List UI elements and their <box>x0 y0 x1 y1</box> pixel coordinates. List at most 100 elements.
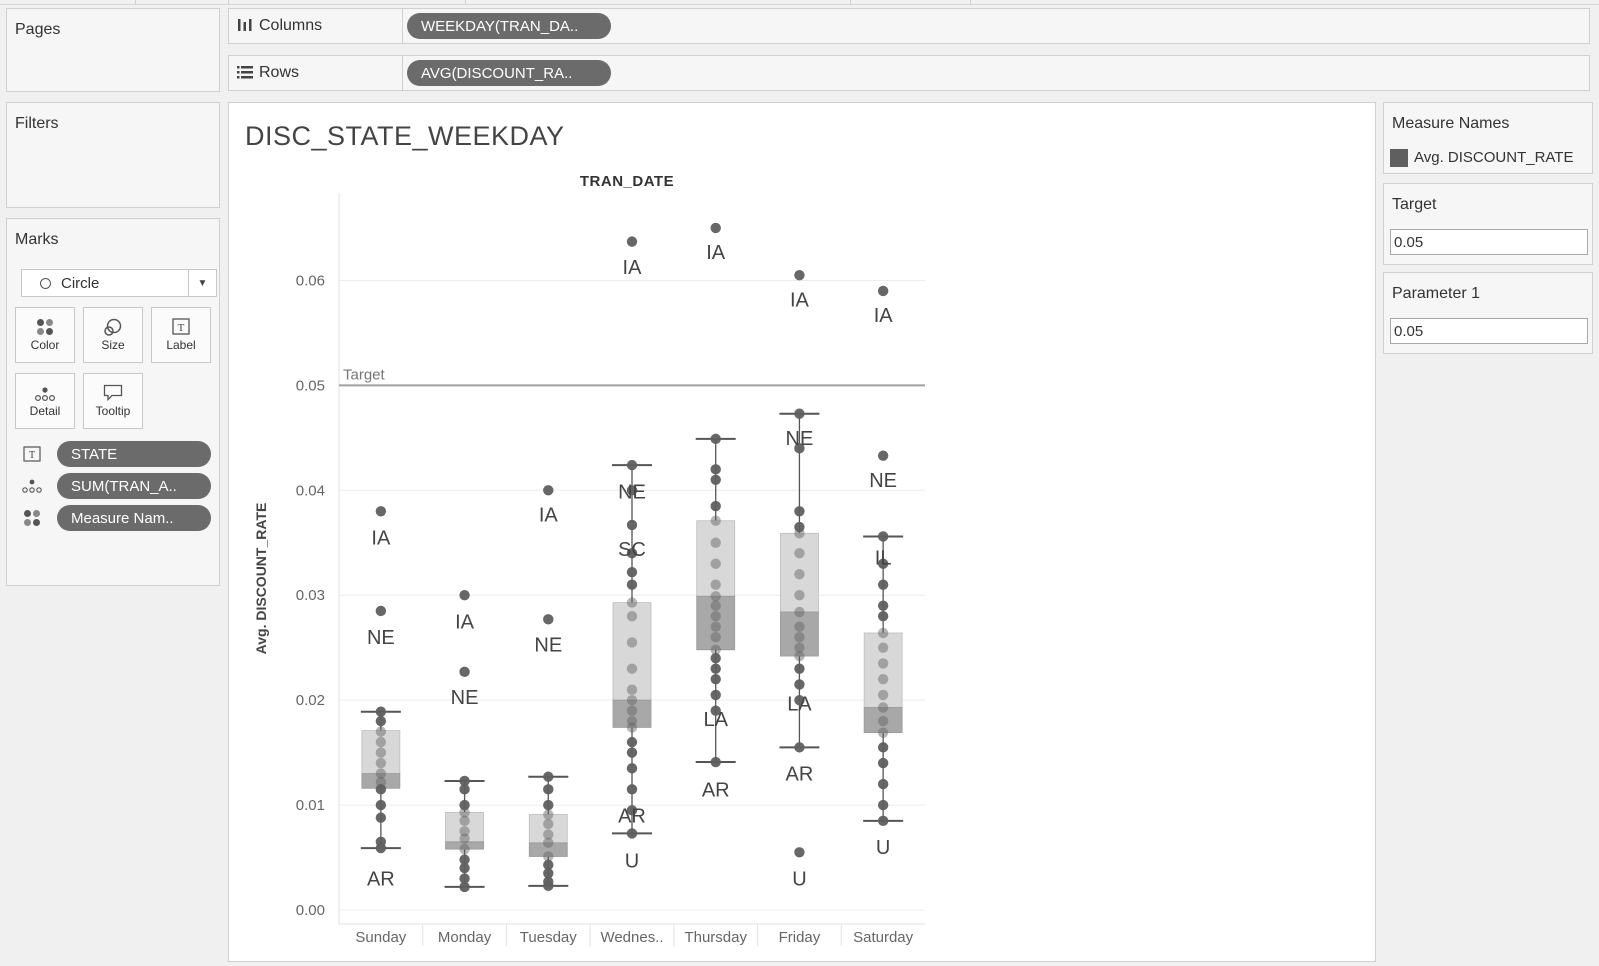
data-point <box>626 548 638 559</box>
parameter-1-title: Parameter 1 <box>1392 285 1481 302</box>
x-tick-label: Sunday <box>355 929 406 946</box>
box-lower-half <box>612 699 652 728</box>
box-upper-half <box>863 632 903 708</box>
data-point <box>877 600 889 611</box>
data-point <box>877 579 889 590</box>
data-point <box>459 873 470 884</box>
data-point <box>877 658 889 669</box>
marks-pill-sum-tran[interactable]: SUM(TRAN_A.. <box>57 473 211 499</box>
state-label: AR <box>618 806 646 828</box>
data-point <box>710 222 721 234</box>
data-point <box>877 742 889 753</box>
data-point <box>459 775 470 787</box>
box-plot-chart: 0.00 0.01 0.02 0.03 0.04 0.05 0.06 Avg. DISCOUN… <box>253 193 925 946</box>
data-point <box>710 631 721 643</box>
rows-icon <box>237 65 259 82</box>
rows-shelf-label: Rows <box>229 56 403 90</box>
columns-shelf[interactable]: Columns WEEKDAY(TRAN_DA.. <box>228 8 1590 44</box>
data-point <box>543 771 554 782</box>
data-point <box>459 666 470 678</box>
data-point <box>877 715 889 727</box>
size-button[interactable]: Size <box>83 307 143 363</box>
state-label: AR <box>786 764 814 786</box>
data-point <box>794 506 805 517</box>
data-point <box>794 694 805 706</box>
data-point <box>459 826 470 837</box>
x-tick-label: Saturday <box>853 929 914 946</box>
box-upper-half <box>696 520 736 597</box>
color-button[interactable]: Color <box>15 307 75 363</box>
y-tick-label: 0.04 <box>296 482 325 499</box>
data-point <box>375 736 387 748</box>
data-point <box>375 706 387 717</box>
y-tick-label: 0.02 <box>296 692 325 709</box>
data-point <box>710 537 721 548</box>
filters-card[interactable]: Filters <box>6 102 220 208</box>
box-lower-half <box>696 595 736 651</box>
box-lower-half <box>780 611 819 657</box>
data-point <box>710 515 721 526</box>
measure-names-legend[interactable]: Measure Names Avg. DISCOUNT_RATE <box>1383 102 1593 174</box>
x-tick-label: Thursday <box>684 929 747 946</box>
data-point <box>877 778 889 790</box>
data-point <box>794 642 805 653</box>
pages-card[interactable]: Pages <box>6 8 220 92</box>
color-button-label: Color <box>30 338 60 352</box>
data-point <box>877 727 889 738</box>
parameter-1-input[interactable] <box>1390 318 1588 344</box>
data-point <box>710 621 721 632</box>
label-button[interactable]: T Label <box>151 307 211 363</box>
size-icon <box>84 308 142 338</box>
data-point <box>794 679 805 690</box>
chevron-down-icon[interactable]: ▼ <box>188 270 216 296</box>
data-point <box>877 285 889 297</box>
mark-type-dropdown[interactable]: Circle ▼ <box>21 269 217 297</box>
data-point <box>459 854 470 865</box>
legend-title: Measure Names <box>1392 115 1510 132</box>
data-point <box>794 590 805 601</box>
data-point <box>877 673 889 685</box>
data-point <box>375 799 387 811</box>
marks-pill-measure-row: Measure Nam.. <box>21 505 217 531</box>
data-point <box>375 605 387 617</box>
marks-pill-measure-names[interactable]: Measure Nam.. <box>57 505 211 531</box>
rows-pill[interactable]: AVG(DISCOUNT_RA.. <box>407 60 611 86</box>
detail-icon <box>16 374 74 404</box>
columns-pill[interactable]: WEEKDAY(TRAN_DA.. <box>407 13 611 39</box>
data-point <box>543 829 554 840</box>
data-point <box>626 763 638 774</box>
state-label: AR <box>367 869 395 891</box>
data-point <box>794 569 805 580</box>
svg-text:T: T <box>29 450 35 461</box>
data-point <box>626 519 638 531</box>
data-point <box>375 726 387 737</box>
data-point <box>626 705 638 716</box>
data-point <box>794 663 805 674</box>
data-point <box>794 742 805 753</box>
data-point <box>626 694 638 706</box>
x-tick-label: Monday <box>438 929 492 946</box>
rows-shelf[interactable]: Rows AVG(DISCOUNT_RA.. <box>228 55 1590 91</box>
tooltip-button-label: Tooltip <box>95 404 131 418</box>
data-point <box>626 597 638 608</box>
data-point <box>543 837 554 849</box>
state-label: LA <box>703 709 728 731</box>
detail-button-label: Detail <box>29 404 61 418</box>
target-parameter-card: Target <box>1383 183 1593 265</box>
state-label: U <box>876 837 890 859</box>
tooltip-button[interactable]: Tooltip <box>83 373 143 429</box>
data-point <box>626 611 638 622</box>
target-parameter-input[interactable] <box>1390 229 1588 255</box>
state-label: IA <box>623 257 643 279</box>
state-label: IA <box>874 305 894 327</box>
data-point <box>710 689 721 701</box>
columns-icon <box>237 18 259 35</box>
marks-pill-state[interactable]: STATE <box>57 441 211 467</box>
box-upper-half <box>361 730 401 774</box>
data-point <box>877 642 889 653</box>
marks-pill-sum-row: SUM(TRAN_A.. <box>21 473 217 499</box>
data-point <box>877 627 889 639</box>
data-point <box>794 408 805 419</box>
detail-button[interactable]: Detail <box>15 373 75 429</box>
legend-item-label: Avg. DISCOUNT_RATE <box>1414 149 1574 166</box>
